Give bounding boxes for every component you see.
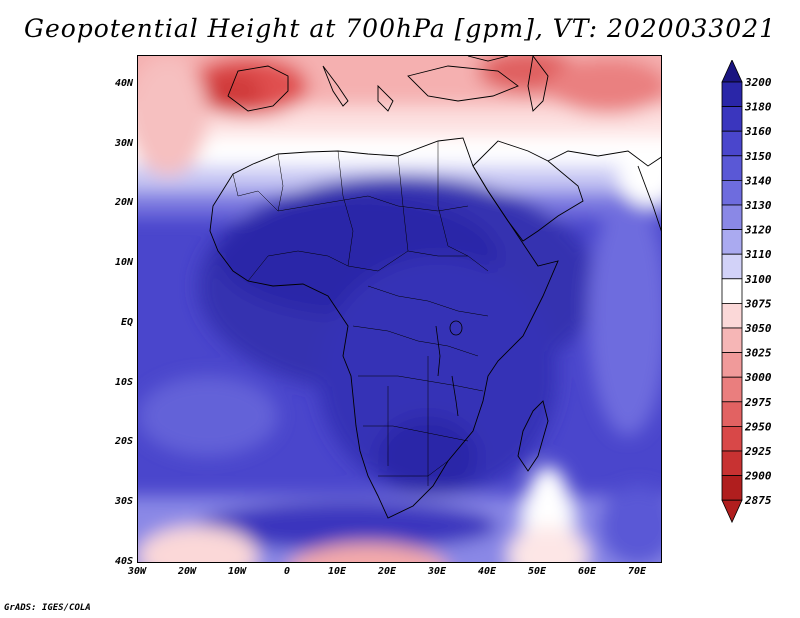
colorbar-level-label: 2875 xyxy=(744,494,772,507)
colorbar-arrow-bottom xyxy=(721,499,743,524)
colorbar-level-label: 3100 xyxy=(744,273,772,286)
lat-tick-label: EQ xyxy=(120,317,133,328)
colorbar-level-label: 3150 xyxy=(744,150,772,163)
colorbar-level-label: 2975 xyxy=(744,396,772,409)
colorbar-level-label: 3120 xyxy=(744,224,772,237)
colorbar-level-label: 3075 xyxy=(744,297,772,310)
colorbar-level-label: 2900 xyxy=(744,470,772,483)
colorbar-level-label: 3140 xyxy=(744,174,772,187)
colorbar-swatch xyxy=(721,278,743,304)
colorbar-level-label: 3130 xyxy=(744,199,772,212)
height-field-shading xyxy=(138,56,661,562)
lon-tick-label: 30W xyxy=(127,566,147,577)
lon-tick-label: 10W xyxy=(227,566,247,577)
colorbar-swatch xyxy=(721,475,743,501)
lat-tick-label: 20S xyxy=(114,436,133,447)
lon-tick-label: 30E xyxy=(427,566,447,577)
lat-tick-label: 40N xyxy=(114,78,133,89)
colorbar-swatch xyxy=(721,401,743,427)
lon-tick-label: 10E xyxy=(327,566,347,577)
lat-tick-label: 30N xyxy=(114,138,133,149)
colorbar-level-label: 3025 xyxy=(744,347,772,360)
colorbar-level-label: 2950 xyxy=(744,420,772,433)
colorbar-swatch xyxy=(721,376,743,403)
lat-tick-label: 30S xyxy=(114,496,133,507)
lon-tick-label: 60E xyxy=(577,566,597,577)
lakes xyxy=(435,320,463,417)
lat-tick-label: 20N xyxy=(114,197,133,208)
colorbar-swatch xyxy=(721,352,743,378)
colorbar-level-label: 3180 xyxy=(744,101,772,114)
colorbar-swatch xyxy=(721,302,743,329)
lon-tick-label: 20E xyxy=(377,566,397,577)
colorbar-swatch xyxy=(721,204,743,231)
lon-tick-label: 40E xyxy=(477,566,497,577)
colorbar-swatch xyxy=(721,155,743,181)
map-panel xyxy=(137,55,662,563)
colorbar-swatch xyxy=(721,327,743,354)
colorbar-swatch xyxy=(721,229,743,255)
country-borders xyxy=(232,141,489,486)
colorbar-swatch xyxy=(721,81,743,108)
lat-tick-label: 10S xyxy=(114,377,133,388)
lat-tick-label: 40S xyxy=(114,556,133,567)
colorbar-level-label: 3110 xyxy=(744,248,772,261)
colorbar-arrow-top xyxy=(721,60,743,83)
lon-tick-label: 0 xyxy=(283,566,291,577)
lon-tick-label: 20W xyxy=(177,566,197,577)
colorbar-swatch xyxy=(721,253,743,280)
colorbar-swatch xyxy=(721,130,743,157)
contour-map xyxy=(138,56,661,562)
map-title: Geopotential Height at 700hPa [gpm], VT:… xyxy=(23,14,777,43)
lat-tick-label: 10N xyxy=(114,257,133,268)
colorbar-swatch xyxy=(721,106,743,132)
colorbar-swatch xyxy=(721,450,743,477)
colorbar-level-label: 3000 xyxy=(744,371,772,384)
colorbar: 3200 3180 3160 3150 3140 3130 3120 3110 3100 3075… xyxy=(721,60,772,524)
lon-tick-label: 50E xyxy=(527,566,547,577)
colorbar-swatch xyxy=(721,180,743,206)
colorbar-level-label: 3160 xyxy=(744,125,772,138)
colorbar-level-label: 3200 xyxy=(744,76,772,89)
colorbar-level-label: 3050 xyxy=(744,322,772,335)
colorbar-level-label: 2925 xyxy=(744,445,772,458)
lon-tick-label: 70E xyxy=(627,566,647,577)
colorbar-swatch xyxy=(721,425,743,452)
footer-credit: GrADS: IGES/COLA xyxy=(4,603,91,613)
